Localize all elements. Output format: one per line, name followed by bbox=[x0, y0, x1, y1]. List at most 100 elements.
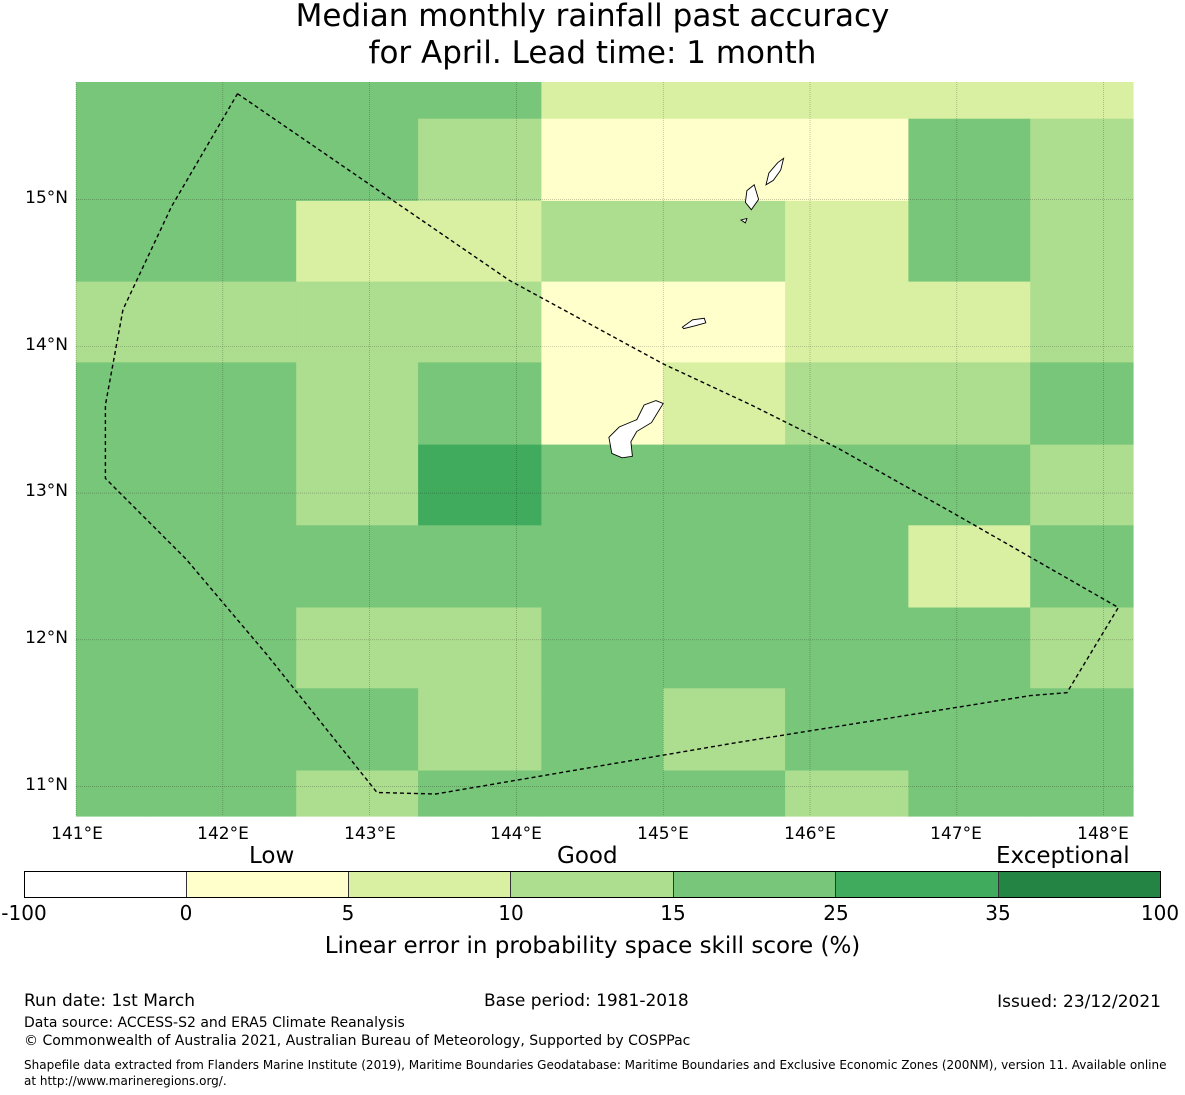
grid-cell bbox=[149, 200, 297, 283]
lat-label-12n: 12°N bbox=[25, 628, 68, 648]
grid-cell bbox=[149, 118, 297, 202]
grid-cell bbox=[663, 770, 786, 817]
grid-cell bbox=[418, 444, 542, 526]
grid-cell bbox=[149, 362, 297, 446]
grid-cell bbox=[76, 770, 150, 817]
grid-cell bbox=[1030, 688, 1134, 772]
colorbar-tick: 15 bbox=[660, 901, 686, 925]
colorbar-tick: 5 bbox=[341, 901, 355, 925]
grid-cell bbox=[296, 200, 419, 283]
grid-cell bbox=[785, 607, 909, 689]
grid-cell bbox=[76, 200, 150, 283]
grid-cell bbox=[149, 444, 297, 526]
lon-label-143e: 143°E bbox=[344, 824, 396, 844]
colorbar-segment bbox=[674, 872, 836, 897]
grid-cell bbox=[296, 118, 419, 202]
grid-cell bbox=[296, 525, 419, 609]
lon-label-147e: 147°E bbox=[930, 824, 982, 844]
grid-cell bbox=[418, 525, 542, 609]
data-source: Data source: ACCESS-S2 and ERA5 Climate … bbox=[24, 1015, 405, 1031]
colorbar-label: Linear error in probability space skill … bbox=[324, 933, 861, 959]
grid-cell bbox=[1030, 444, 1134, 526]
lon-label-146e: 146°E bbox=[784, 824, 836, 844]
island-tinian bbox=[744, 184, 760, 211]
grid-cell bbox=[541, 82, 664, 120]
island-guam bbox=[608, 400, 664, 459]
grid-cell bbox=[149, 607, 297, 689]
grid-cell bbox=[76, 607, 150, 689]
grid-cell bbox=[663, 444, 786, 526]
grid-cell bbox=[908, 281, 1031, 363]
grid-cell bbox=[76, 688, 150, 772]
grid-cell bbox=[418, 607, 542, 689]
grid-cell bbox=[908, 82, 1031, 120]
grid-cell bbox=[1030, 362, 1134, 446]
grid-cell bbox=[76, 362, 150, 446]
grid-cell bbox=[663, 525, 786, 609]
lat-label-13n: 13°N bbox=[25, 481, 68, 501]
colorbar-category-exceptional: Exceptional bbox=[996, 843, 1130, 869]
grid-cell bbox=[1030, 770, 1134, 817]
grid-cell bbox=[663, 607, 786, 689]
grid-cell bbox=[541, 770, 664, 817]
copyright: © Commonwealth of Australia 2021, Austra… bbox=[24, 1033, 691, 1049]
grid-cell bbox=[785, 281, 909, 363]
grid-cell bbox=[149, 770, 297, 817]
map-title-line-2: for April. Lead time: 1 month bbox=[368, 35, 817, 71]
skill-score-map bbox=[75, 82, 1134, 817]
grid-cell bbox=[785, 200, 909, 283]
base-period: Base period: 1981-2018 bbox=[484, 991, 689, 1011]
eez-boundary bbox=[104, 93, 1120, 795]
lon-label-144e: 144°E bbox=[490, 824, 542, 844]
grid-cell bbox=[908, 770, 1031, 817]
lon-label-141e: 141°E bbox=[51, 824, 103, 844]
colorbar-segment bbox=[349, 872, 511, 897]
grid-cell bbox=[541, 118, 664, 202]
map-title-line-1: Median monthly rainfall past accuracy bbox=[295, 0, 890, 34]
grid-cell bbox=[76, 281, 150, 363]
grid-cell bbox=[296, 444, 419, 526]
lat-label-11n: 11°N bbox=[25, 775, 68, 795]
colorbar-tick: 25 bbox=[823, 901, 849, 925]
grid-cell bbox=[785, 688, 909, 772]
grid-cell bbox=[418, 200, 542, 283]
shapefile-note: Shapefile data extracted from Flanders M… bbox=[24, 1058, 1167, 1088]
colorbar-category-low: Low bbox=[249, 843, 295, 869]
grid-cell bbox=[149, 281, 297, 363]
island-saipan bbox=[765, 157, 785, 186]
grid-cell bbox=[541, 444, 664, 526]
run-date: Run date: 1st March bbox=[24, 991, 196, 1011]
grid-cell bbox=[908, 444, 1031, 526]
grid-cell bbox=[296, 362, 419, 446]
grid-cell bbox=[541, 525, 664, 609]
grid-cell bbox=[296, 82, 419, 120]
grid-cell bbox=[908, 362, 1031, 446]
grid-cell bbox=[76, 444, 150, 526]
lon-label-145e: 145°E bbox=[637, 824, 689, 844]
grid-cell bbox=[418, 281, 542, 363]
lon-label-142e: 142°E bbox=[197, 824, 249, 844]
grid-cell bbox=[1030, 607, 1134, 689]
grid-cell bbox=[785, 82, 909, 120]
grid-cell bbox=[541, 607, 664, 689]
colorbar-tick: 0 bbox=[179, 901, 193, 925]
grid-cell bbox=[149, 82, 297, 120]
islands bbox=[608, 157, 785, 459]
grid-cell bbox=[663, 362, 786, 446]
grid-cell bbox=[541, 200, 664, 283]
island-aguijan bbox=[739, 217, 748, 224]
grid-cell bbox=[296, 770, 419, 817]
grid-cell bbox=[1030, 200, 1134, 283]
colorbar-tick: 35 bbox=[985, 901, 1011, 925]
grid-cell bbox=[296, 688, 419, 772]
lat-label-14n: 14°N bbox=[25, 335, 68, 355]
colorbar-tick: -100 bbox=[1, 901, 47, 925]
colorbar-category-good: Good bbox=[557, 843, 618, 869]
lat-label-15n: 15°N bbox=[25, 188, 68, 208]
colorbar-segment bbox=[187, 872, 349, 897]
colorbar-segment bbox=[999, 872, 1160, 897]
grid-cell bbox=[418, 362, 542, 446]
grid-cell bbox=[785, 770, 909, 817]
grid-cell bbox=[663, 118, 786, 202]
colorbar-segment bbox=[836, 872, 999, 897]
